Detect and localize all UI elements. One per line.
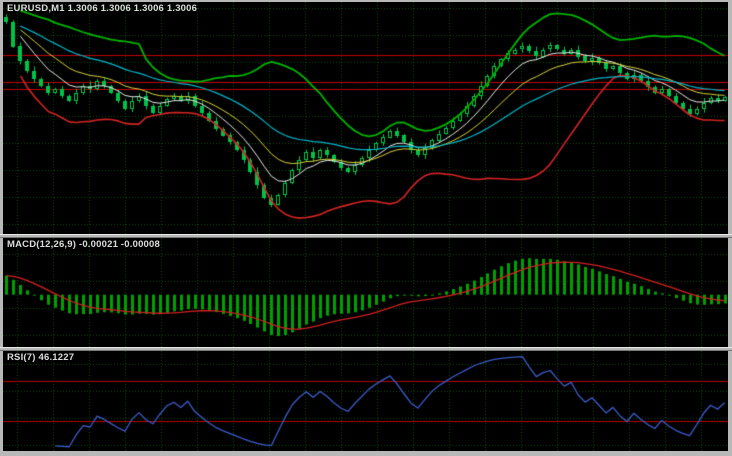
rsi-panel: RSI(7) 46.1227 — [3, 351, 728, 451]
main-chart-panel: EURUSD,M1 1.3006 1.3006 1.3006 1.3006 — [3, 2, 728, 234]
macd-panel: MACD(12,26,9) -0.00021 -0.00008 — [3, 238, 728, 347]
main-chart-canvas[interactable] — [3, 2, 728, 234]
panel-splitter-rsi[interactable] — [0, 347, 732, 351]
rsi-canvas[interactable] — [3, 351, 728, 451]
macd-canvas[interactable] — [3, 238, 728, 347]
panel-splitter-macd[interactable] — [0, 234, 732, 238]
